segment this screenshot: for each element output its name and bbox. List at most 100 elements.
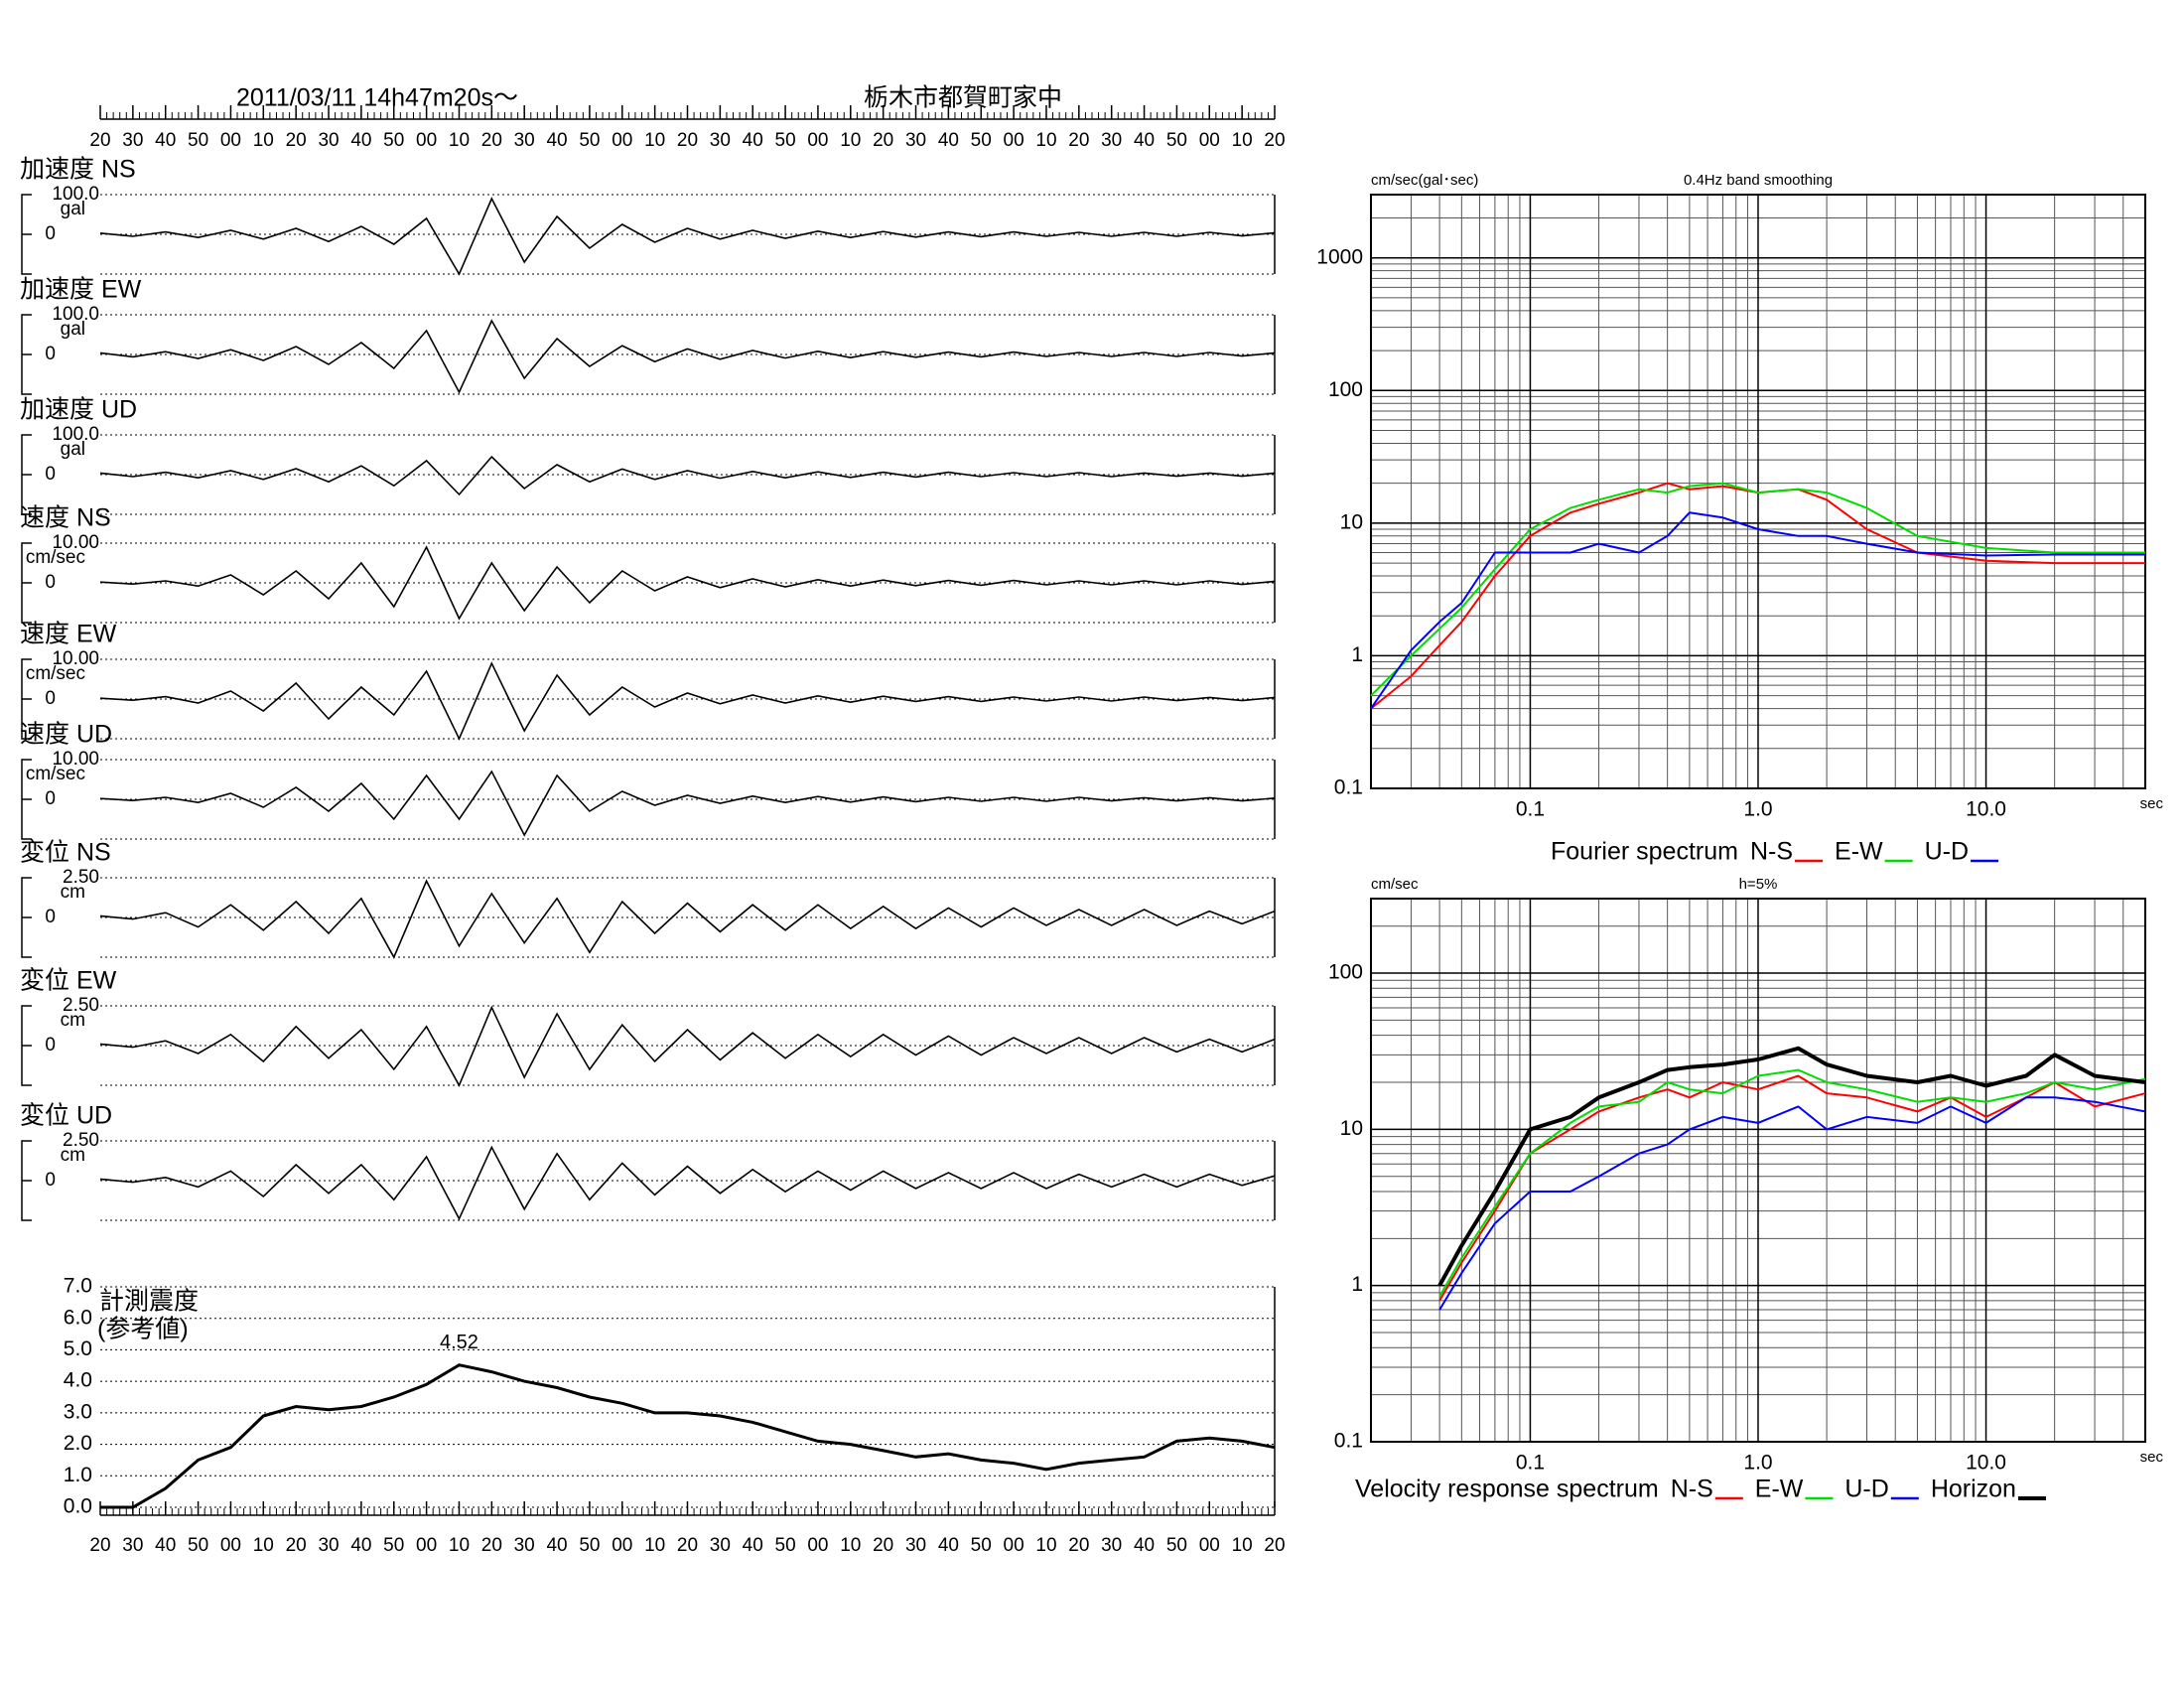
x-tick-label: 40 — [155, 130, 176, 151]
x-tick-label: 40 — [1134, 130, 1155, 151]
x-tick-label: 30 — [1101, 1535, 1122, 1556]
y-tick-label: 3.0 — [64, 1400, 92, 1423]
x-tick-label: 0.1 — [1516, 798, 1545, 821]
x-tick-label: 30 — [122, 130, 143, 151]
x-axis-label: sec — [2140, 795, 2164, 812]
x-tick-label: 0.1 — [1516, 1452, 1545, 1475]
x-tick-label: 50 — [775, 130, 796, 151]
x-tick-label: 50 — [579, 130, 600, 151]
x-tick-label: 20 — [481, 130, 502, 151]
x-axis-label: sec — [2140, 1449, 2164, 1466]
x-tick-label: 10 — [1232, 1535, 1253, 1556]
x-tick-label: 10 — [644, 1535, 665, 1556]
trace-bracket — [21, 542, 32, 624]
x-tick-label: 10 — [1035, 1535, 1056, 1556]
y-tick-label: 0.1 — [1334, 1430, 1363, 1453]
trace-name: 加速度 NS — [20, 156, 136, 184]
y-tick-label: 100 — [1328, 961, 1363, 984]
legend-caption: Velocity response spectrum — [1355, 1476, 1659, 1503]
x-tick-label: 00 — [1004, 1535, 1024, 1556]
spectrum-line — [1438, 1068, 2146, 1298]
chart-title: 0.4Hz band smoothing — [1684, 172, 1833, 189]
trace-bracket — [21, 1140, 32, 1221]
legend-label: U-D — [1844, 1476, 1888, 1503]
x-tick-label: 30 — [318, 130, 339, 151]
y-tick-label: 100.0 — [52, 184, 99, 205]
plot-frame — [1370, 898, 2146, 1443]
x-tick-label: 00 — [220, 1535, 241, 1556]
x-tick-label: 40 — [938, 1535, 959, 1556]
x-tick-label: 00 — [416, 130, 437, 151]
x-tick-label: 10.0 — [1966, 1452, 2006, 1475]
waveform-trace — [99, 455, 1276, 496]
x-tick-label: 50 — [1166, 130, 1187, 151]
y-tick-label: 0 — [45, 1035, 56, 1055]
spectrum-line — [1370, 511, 2145, 710]
x-tick-label: 10 — [840, 130, 861, 151]
x-tick-label: 50 — [971, 1535, 992, 1556]
y-tick-label: 10.00 — [52, 648, 99, 669]
y-tick-label: 100.0 — [52, 304, 99, 325]
spectrum-line — [1370, 482, 2145, 697]
station-name: 栃木市都賀町家中 — [864, 84, 1062, 112]
trace-name: 変位 NS — [20, 839, 111, 867]
x-tick-label: 00 — [612, 1535, 632, 1556]
x-tick-label: 00 — [1004, 130, 1024, 151]
x-tick-label: 40 — [155, 1535, 176, 1556]
x-tick-label: 50 — [188, 1535, 208, 1556]
x-tick-label: 40 — [546, 1535, 567, 1556]
intensity-line — [100, 1363, 1276, 1509]
x-tick-label: 50 — [971, 130, 992, 151]
waveform-trace — [99, 661, 1276, 741]
y-tick-label: 0 — [45, 788, 56, 809]
x-tick-label: 20 — [1068, 1535, 1089, 1556]
x-tick-label: 30 — [318, 1535, 339, 1556]
unit-label: cm — [61, 882, 85, 903]
trace-name: 速度 NS — [20, 504, 111, 532]
y-tick-label: 0 — [45, 572, 56, 593]
y-tick-label: 10.00 — [52, 749, 99, 770]
x-tick-label: 10 — [840, 1535, 861, 1556]
x-tick-label: 10 — [449, 130, 470, 151]
x-tick-label: 00 — [807, 1535, 828, 1556]
x-tick-label: 40 — [1134, 1535, 1155, 1556]
trace-name: 加速度 UD — [20, 396, 137, 424]
y-tick-label: 6.0 — [64, 1306, 92, 1329]
y-tick-label: 10 — [1340, 1117, 1363, 1140]
x-tick-label: 30 — [710, 130, 731, 151]
waveform-trace — [99, 197, 1276, 276]
unit-label: gal — [61, 199, 85, 219]
trace-name: 速度 UD — [20, 721, 112, 749]
waveform-trace — [99, 1145, 1276, 1221]
waveform-trace — [99, 545, 1276, 621]
spectrum-line — [1438, 1096, 2146, 1311]
x-tick-label: 00 — [220, 130, 241, 151]
x-tick-label: 50 — [383, 130, 404, 151]
x-tick-label: 30 — [1101, 130, 1122, 151]
y-tick-label: 0 — [45, 907, 56, 927]
x-tick-label: 10.0 — [1966, 798, 2006, 821]
y-tick-label: 100.0 — [52, 424, 99, 445]
x-tick-label: 50 — [383, 1535, 404, 1556]
x-tick-label: 20 — [286, 1535, 307, 1556]
panel-subtitle: (参考値) — [97, 1316, 189, 1343]
x-tick-label: 20 — [677, 1535, 698, 1556]
x-tick-label: 20 — [873, 1535, 893, 1556]
x-tick-label: 1.0 — [1743, 1452, 1772, 1475]
x-tick-label: 40 — [743, 130, 763, 151]
x-tick-label: 20 — [677, 130, 698, 151]
trace-bracket — [21, 877, 32, 958]
y-tick-label: 1 — [1351, 643, 1363, 666]
unit-label: cm — [61, 1145, 85, 1166]
y-tick-label: 1 — [1351, 1273, 1363, 1296]
y-tick-label: 1000 — [1316, 245, 1363, 268]
legend-label: Horizon — [1931, 1476, 2016, 1503]
x-tick-label: 30 — [514, 1535, 535, 1556]
trace-bracket — [21, 1005, 32, 1086]
waveform-trace — [99, 1005, 1276, 1087]
x-tick-label: 40 — [546, 130, 567, 151]
y-tick-label: 10 — [1340, 510, 1363, 533]
peak-label: 4.52 — [440, 1332, 478, 1353]
y-axis-label: cm/sec — [1371, 876, 1419, 893]
